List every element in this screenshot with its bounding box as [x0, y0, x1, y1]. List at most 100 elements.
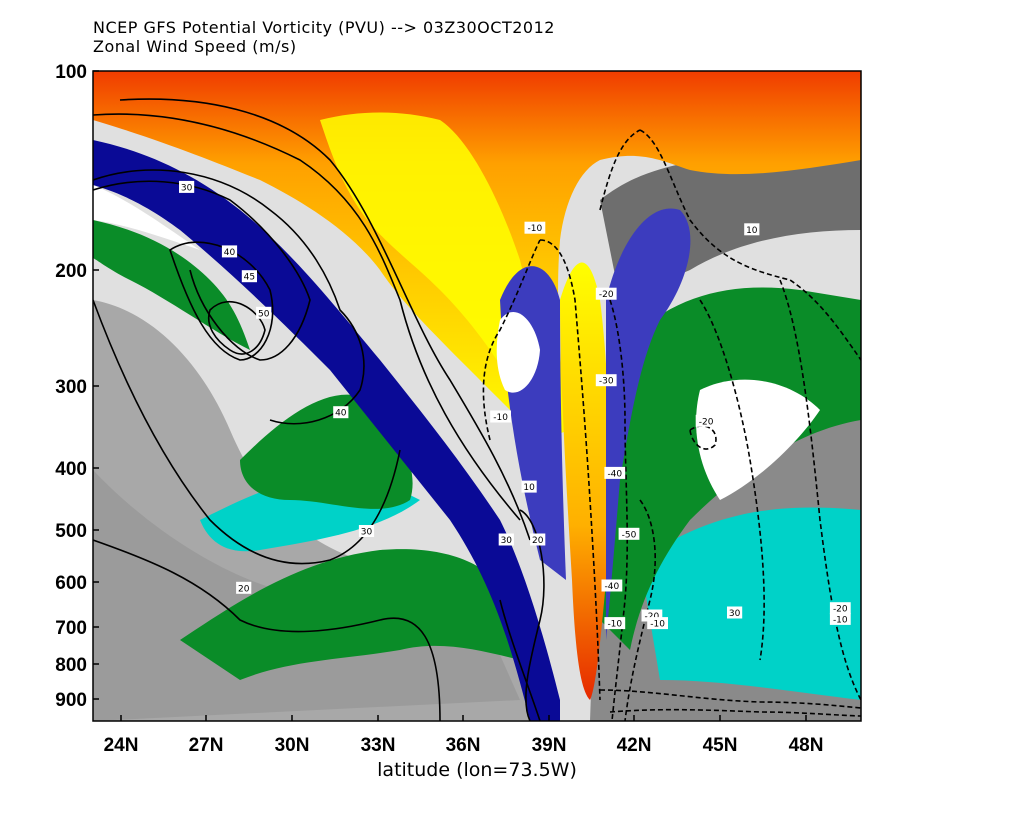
wind-contour-positive — [93, 113, 521, 521]
contour-label-background — [595, 287, 617, 300]
pv-darkgray-left — [93, 470, 520, 721]
contour-label: 40 — [335, 409, 347, 419]
wind-contour-positive — [93, 539, 441, 721]
wind-contour-negative — [639, 129, 861, 361]
contour-label-background — [530, 533, 546, 546]
wind-contour-negative — [779, 279, 861, 701]
contour-label: 30 — [501, 536, 513, 546]
contour-label: 40 — [224, 248, 236, 258]
wind-contour-negative — [539, 239, 601, 701]
wind-contours-negative — [482, 129, 861, 721]
wind-contour-negative — [482, 239, 541, 441]
y-tick-label: 400 — [55, 459, 87, 480]
contour-label: 50 — [258, 309, 270, 319]
pv-fold-blue-right — [606, 208, 691, 640]
chart-title: NCEP GFS Potential Vorticity (PVU) --> 0… — [93, 18, 554, 56]
x-tick-label: 42N — [617, 735, 652, 756]
y-tick-label: 700 — [55, 618, 87, 639]
contour-label: 30 — [361, 528, 373, 538]
contour-label: -50 — [622, 530, 637, 540]
wind-contour-negative — [599, 129, 641, 211]
contour-label: -20 — [699, 417, 714, 427]
contour-label-background — [236, 581, 252, 594]
x-axis-title: latitude (lon=73.5W) — [377, 759, 577, 781]
contour-label-background — [333, 406, 349, 419]
y-tick-labels: 100 200 300 400 500 600 700 800 900 — [55, 62, 87, 711]
y-tick-label: 900 — [55, 690, 87, 711]
wind-contour-negative — [689, 425, 717, 450]
pv-cyan-right — [640, 507, 861, 700]
contour-label: 30 — [181, 183, 193, 193]
contour-label: -40 — [607, 469, 622, 479]
contour-label-background — [521, 480, 537, 493]
contour-label: 30 — [729, 609, 741, 619]
contour-label: -10 — [493, 413, 508, 423]
contour-label: -10 — [528, 224, 543, 234]
wind-contour-negative — [609, 708, 861, 717]
contour-label-background — [744, 223, 760, 236]
contour-labels: 30 40 45 50 40 30 20 10 30 20 -10 -10 -20 -30 -40 -50 -2… — [179, 180, 851, 630]
pv-white-upper-left — [93, 185, 200, 250]
pv-blue-upper-left — [93, 140, 560, 721]
y-tick-label: 600 — [55, 573, 87, 594]
pv-tropopause-fold — [560, 262, 610, 700]
wind-contour-positive — [499, 599, 541, 721]
y-tick-label: 500 — [55, 521, 87, 542]
pv-white-pocket — [696, 379, 820, 500]
contour-label: -30 — [599, 377, 614, 387]
x-tick-label: 45N — [703, 735, 738, 756]
x-tick-label: 27N — [189, 735, 224, 756]
contour-label-background — [601, 579, 623, 592]
wind-contour-positive — [169, 241, 274, 361]
x-tick-label: 24N — [104, 735, 139, 756]
wind-contour-positive — [93, 299, 401, 565]
contour-label-background — [179, 180, 195, 193]
wind-contour-positive — [519, 509, 545, 721]
chart-title-line-2: Zonal Wind Speed (m/s) — [93, 37, 297, 56]
contour-label: 20 — [532, 536, 544, 546]
wind-contour-negative — [599, 689, 861, 709]
contour-label-background — [604, 466, 626, 479]
contour-label-background — [256, 306, 272, 319]
pv-shading — [93, 71, 861, 721]
contour-label: -20 — [599, 290, 614, 300]
contour-label: -10 — [833, 615, 848, 625]
wind-contours — [93, 98, 545, 721]
contour-label-background — [524, 221, 546, 234]
wind-contour-positive — [119, 98, 531, 541]
contour-label-background — [595, 374, 617, 387]
wind-contour-positive — [208, 300, 266, 355]
contour-label: -10 — [607, 620, 622, 630]
x-tick-label: 39N — [532, 735, 567, 756]
x-tick-label: 48N — [789, 735, 824, 756]
contour-label: 45 — [244, 273, 255, 283]
x-tick-labels: 24N 27N 30N 33N 36N 39N 42N 45N 48N — [104, 735, 824, 756]
wind-contour-negative — [609, 299, 629, 721]
contour-label-background — [498, 533, 514, 546]
contour-label-background — [241, 270, 257, 283]
contour-label: -40 — [605, 582, 620, 592]
contour-label-background — [604, 617, 626, 630]
y-tick-label: 100 — [55, 62, 87, 83]
plot-frame — [92, 70, 862, 722]
contour-label-background — [490, 410, 511, 423]
y-tick-marks — [93, 70, 99, 700]
contour-label-background — [695, 414, 717, 427]
y-axis: 100 200 300 400 500 600 700 800 900 — [55, 62, 99, 711]
x-axis: 24N 27N 30N 33N 36N 39N 42N 45N 48N lati… — [104, 715, 824, 781]
pv-white-pocket-left — [496, 311, 540, 393]
pv-green-lower — [180, 549, 520, 680]
wind-contour-negative — [624, 499, 656, 721]
x-tick-label: 30N — [275, 735, 310, 756]
contour-label: -10 — [650, 620, 665, 630]
wind-contour-negative — [699, 299, 765, 661]
x-tick-label: 33N — [361, 735, 396, 756]
y-tick-label: 200 — [55, 261, 87, 282]
contour-label-background — [727, 606, 743, 619]
contour-label: 10 — [523, 483, 535, 493]
contour-label: 20 — [238, 584, 250, 594]
x-tick-marks — [120, 715, 807, 721]
y-tick-label: 300 — [55, 377, 87, 398]
x-tick-label: 36N — [446, 735, 481, 756]
